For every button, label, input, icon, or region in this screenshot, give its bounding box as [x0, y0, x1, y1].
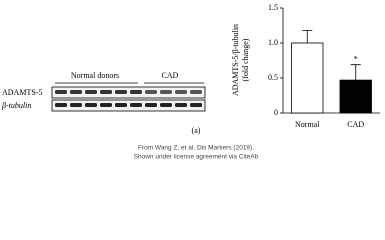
bar [291, 42, 324, 114]
y-label-line: (fold change) [241, 38, 250, 81]
band [55, 90, 67, 94]
y-tick-label: 0 [274, 108, 278, 117]
bar [339, 79, 372, 114]
y-tick-label: 1.5 [268, 3, 278, 12]
band [145, 103, 157, 107]
y-label-line: ADAMTS-5/β-tubulin [231, 24, 240, 96]
x-tick-label: Normal [295, 120, 320, 129]
band [190, 90, 202, 94]
annotation: * [354, 55, 358, 64]
band [85, 103, 97, 107]
y-tick-label: 0.5 [268, 73, 278, 82]
band [160, 90, 172, 94]
y-tick-label: 1.0 [268, 38, 278, 47]
credit: Shown under license agreement via CiteAb [134, 154, 259, 161]
row-label: ADAMTS-5 [2, 88, 42, 97]
group-label: Normal donors [71, 71, 119, 80]
band [190, 103, 202, 107]
band [145, 90, 157, 94]
blot-strip [51, 99, 206, 112]
error-bar [302, 30, 313, 43]
x-tick-label: CAD [347, 120, 364, 129]
band [175, 103, 187, 107]
blot-strip [51, 86, 206, 99]
band [85, 90, 97, 94]
error-bar [350, 64, 361, 81]
band [70, 103, 82, 107]
bands [55, 90, 202, 107]
row-label: β-tubulin [1, 101, 31, 110]
band [55, 103, 67, 107]
y-label: ADAMTS-5/β-tubulin (fold change) [231, 24, 250, 96]
band [70, 90, 82, 94]
band [115, 103, 127, 107]
band [160, 103, 172, 107]
band [175, 90, 187, 94]
group-label: CAD [162, 71, 179, 80]
panel-label: (a) [192, 126, 201, 135]
band [100, 90, 112, 94]
band [130, 103, 142, 107]
credit: From Wang Z, et al. Dis Markers (2019). [138, 145, 254, 152]
band [100, 103, 112, 107]
band [115, 90, 127, 94]
band [130, 90, 142, 94]
figure: Normal donors CAD ADAMTS-5 β-tubulin (a)… [1, 3, 380, 161]
